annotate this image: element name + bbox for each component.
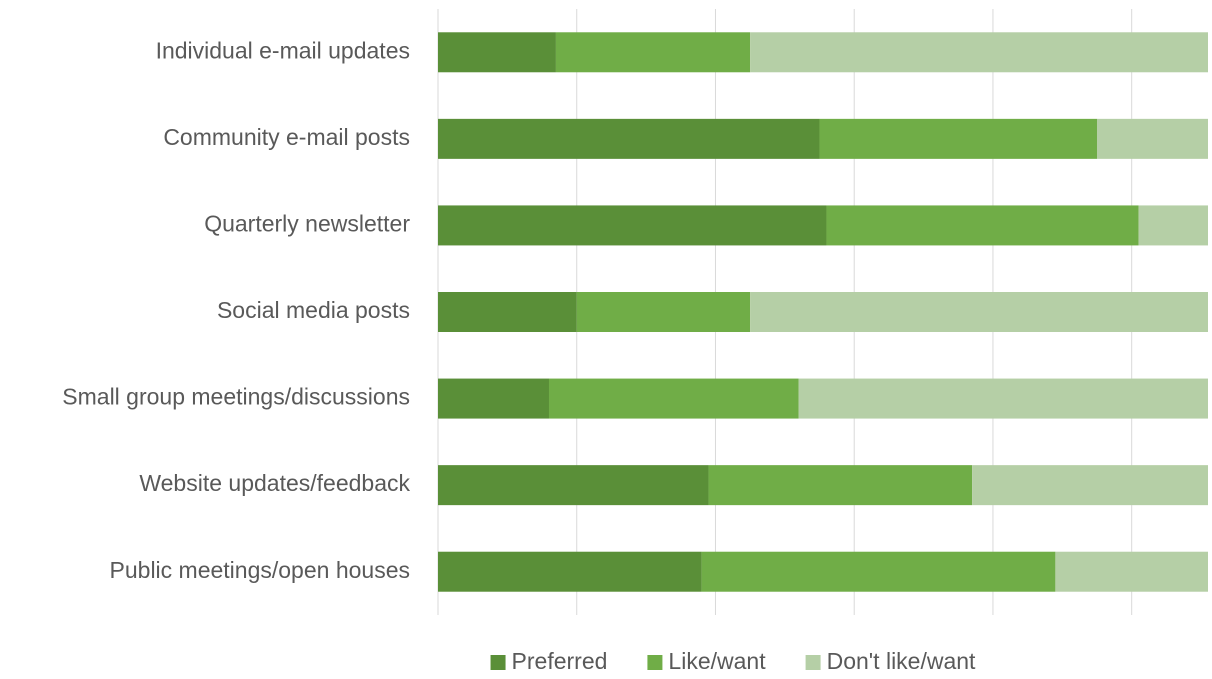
legend-swatch — [647, 655, 663, 670]
bar-segment — [438, 32, 556, 73]
bar-segment — [438, 465, 709, 506]
bar-segment — [438, 292, 577, 332]
bar-segment — [798, 378, 1208, 419]
bar-segment — [576, 292, 751, 332]
y-tick-label: Community e-mail posts — [163, 124, 410, 150]
bar-segment — [750, 32, 1208, 73]
y-tick-label: Public meetings/open houses — [110, 557, 410, 583]
bar-segment — [819, 118, 1098, 159]
legend-swatch — [490, 655, 506, 670]
bar-segment — [555, 32, 751, 73]
bar-segment — [1097, 118, 1208, 159]
y-tick-label: Website updates/feedback — [139, 470, 410, 496]
bar-segment — [972, 465, 1208, 506]
bar-segment — [438, 551, 702, 592]
legend-label: Don't like/want — [827, 648, 976, 674]
bar-segment — [438, 378, 549, 419]
bar-segment — [1055, 551, 1208, 592]
y-tick-label: Quarterly newsletter — [204, 211, 410, 237]
bar-segment — [701, 551, 1056, 592]
legend-label: Preferred — [512, 648, 608, 674]
bar-segment — [438, 118, 820, 159]
legend-label: Like/want — [668, 648, 766, 674]
legend-swatch — [805, 655, 821, 670]
bar-segment — [826, 205, 1139, 246]
bar-segment — [750, 292, 1208, 332]
y-tick-label: Small group meetings/discussions — [62, 384, 410, 410]
bar-segment — [1138, 205, 1208, 246]
y-tick-label: Individual e-mail updates — [156, 37, 410, 63]
bar-segment — [548, 378, 799, 419]
y-tick-label: Social media posts — [217, 297, 410, 323]
bar-segment — [438, 205, 827, 246]
bar-segment — [708, 465, 973, 506]
